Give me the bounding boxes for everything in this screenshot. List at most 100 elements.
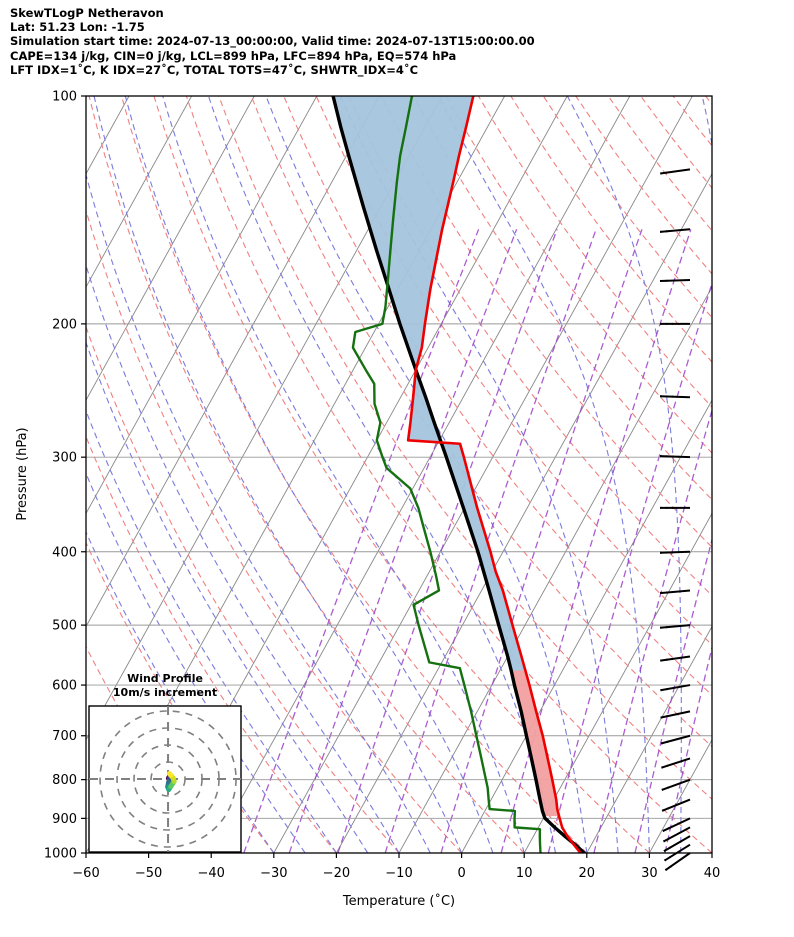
header-times: Simulation start time: 2024-07-13_00:00:… xyxy=(10,34,535,49)
wind-barb xyxy=(660,228,691,233)
y-tick-label: 900 xyxy=(52,812,77,827)
moist-adiabat xyxy=(86,172,431,853)
moist-adiabat xyxy=(86,409,337,853)
dry-adiabat xyxy=(218,96,712,800)
mixing-ratio-line xyxy=(243,229,480,853)
x-tick-label: 10 xyxy=(516,866,533,881)
moist-adiabat xyxy=(93,96,463,853)
hodograph-title-line1: Wind Profile xyxy=(127,672,203,685)
dry-adiabat xyxy=(348,96,712,597)
x-tick-label: 40 xyxy=(704,866,721,881)
wind-barb xyxy=(663,835,691,853)
wind-barb xyxy=(662,817,691,832)
mixing-ratio-line xyxy=(634,537,712,853)
hodograph-inset xyxy=(88,705,242,853)
wind-barb xyxy=(660,624,691,629)
dry-adiabat xyxy=(542,96,712,319)
temperature-profile-curve xyxy=(406,96,582,853)
isotherm xyxy=(398,286,712,853)
moist-adiabat xyxy=(86,341,369,853)
header-indices-1: CAPE=134 j/kg, CIN=0 j/kg, LCL=899 hPa, … xyxy=(10,48,457,63)
mixing-ratio-lines xyxy=(243,229,712,853)
isotherm xyxy=(336,172,712,853)
wind-barb xyxy=(661,798,691,812)
y-tick-label: 400 xyxy=(52,545,77,560)
dry-adiabat xyxy=(86,325,400,853)
wind-barb xyxy=(664,852,691,872)
x-tick-label: −20 xyxy=(323,866,350,881)
dry-adiabat xyxy=(477,96,712,408)
isotherm xyxy=(86,96,193,288)
y-tick-label: 700 xyxy=(52,729,77,744)
dry-adiabat xyxy=(413,96,712,501)
hodograph-title-line2: 10m/s increment xyxy=(113,686,217,699)
isotherm xyxy=(461,399,712,853)
isotherm xyxy=(0,96,4,853)
x-tick-label: −60 xyxy=(72,866,99,881)
wind-barb xyxy=(659,395,691,399)
dry-adiabat xyxy=(250,96,712,748)
mixing-ratio-line xyxy=(500,229,692,853)
isotherm xyxy=(586,625,712,853)
dry-adiabat xyxy=(445,96,712,454)
wind-barb xyxy=(660,589,691,595)
dry-adiabat xyxy=(153,96,650,853)
dry-adiabat xyxy=(510,96,712,363)
y-tick-label: 500 xyxy=(52,619,77,634)
wind-barb xyxy=(659,278,691,283)
wind-barb xyxy=(659,455,691,459)
wind-barb xyxy=(659,550,691,554)
y-tick-label: 600 xyxy=(52,679,77,694)
wind-barb xyxy=(660,684,691,692)
y-tick-label: 300 xyxy=(52,451,77,466)
dry-adiabat xyxy=(640,96,712,189)
y-tick-label: 200 xyxy=(52,317,77,332)
header-location: Lat: 51.23 Lon: -1.75 xyxy=(10,20,145,35)
y-tick-label: 800 xyxy=(52,773,77,788)
moist-adiabat xyxy=(701,96,712,853)
parcel-profile-curve xyxy=(331,96,586,853)
shaded-region-cape xyxy=(511,670,560,817)
profile-curves-layer xyxy=(331,96,586,853)
mixing-ratio-line xyxy=(547,281,712,853)
moist-adiabat xyxy=(86,263,400,853)
moist-adiabat xyxy=(743,96,794,853)
isotherm xyxy=(711,852,712,853)
y-tick-label: 100 xyxy=(52,90,77,105)
moist-adiabat xyxy=(339,96,619,853)
moist-adiabat xyxy=(775,96,794,853)
y-tick-label: 1000 xyxy=(44,847,77,862)
isotherm xyxy=(523,512,712,853)
dry-adiabat xyxy=(86,541,275,853)
wind-barb xyxy=(660,655,691,662)
isotherm xyxy=(86,96,255,402)
mixing-ratio-line xyxy=(593,408,712,853)
dewpoint-profile-curve xyxy=(351,96,542,853)
dry-adiabat xyxy=(380,96,712,548)
dry-adiabat xyxy=(86,208,463,853)
wind-barb xyxy=(660,710,691,719)
isotherm xyxy=(86,96,318,515)
dry-adiabat xyxy=(672,96,712,147)
isotherm xyxy=(775,96,794,853)
moist-adiabat xyxy=(162,96,525,853)
x-tick-label: 0 xyxy=(457,866,465,881)
hodograph-trace-segment xyxy=(166,771,174,778)
wind-barb xyxy=(660,734,691,745)
wind-barb xyxy=(661,757,691,769)
x-tick-label: −10 xyxy=(385,866,412,881)
figure-header: SkewTLogP Netheravon Lat: 51.23 Lon: -1.… xyxy=(10,6,535,77)
header-title: SkewTLogP Netheravon xyxy=(10,6,164,20)
dry-adiabat xyxy=(88,96,525,853)
wind-barb xyxy=(661,778,691,791)
dry-adiabat xyxy=(120,96,588,853)
y-axis-title: Pressure (hPa) xyxy=(15,427,30,520)
mixing-ratio-line xyxy=(288,229,518,853)
shaded-region-cin_upper xyxy=(333,96,526,671)
dry-adiabat xyxy=(185,96,712,853)
wind-barb xyxy=(660,168,691,175)
shaded-area-layer xyxy=(333,96,560,817)
